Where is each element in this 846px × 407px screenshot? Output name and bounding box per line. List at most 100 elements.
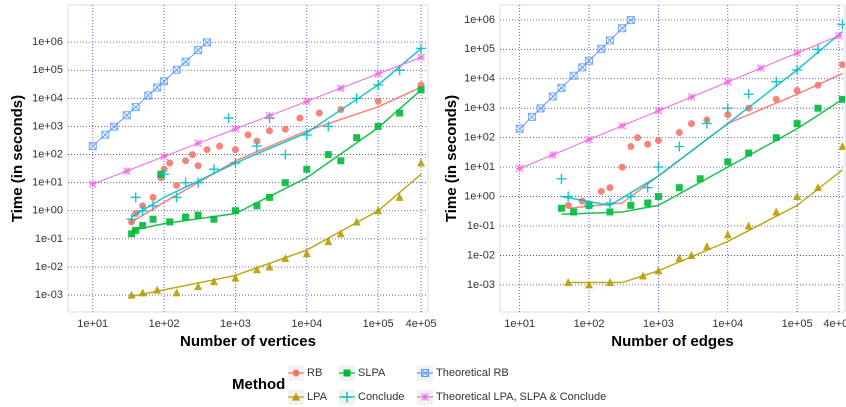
y-tick-label: 1e+03 <box>32 120 63 132</box>
point <box>627 201 635 209</box>
point <box>128 230 136 238</box>
point <box>653 162 664 173</box>
y-tick-label: 1e+02 <box>464 132 495 144</box>
point <box>153 83 162 92</box>
point <box>618 163 626 171</box>
x-tick-label: 4e+05 <box>823 318 846 330</box>
point <box>606 208 614 216</box>
point <box>618 24 627 33</box>
point <box>793 120 801 128</box>
point <box>696 175 704 183</box>
y-tick-label: 1e+03 <box>464 102 495 114</box>
point <box>569 71 578 80</box>
point <box>644 199 652 207</box>
point <box>88 180 97 188</box>
x-tick-label: 1e+05 <box>363 318 394 330</box>
point <box>122 167 131 175</box>
point <box>584 200 595 211</box>
y-axis-title: Time (in seconds) <box>443 95 460 222</box>
legend-label: Theoretical RB <box>436 367 509 379</box>
point <box>687 93 696 101</box>
point <box>604 198 615 209</box>
line <box>519 35 840 169</box>
point <box>194 162 202 170</box>
point <box>353 134 361 142</box>
point <box>194 139 203 148</box>
x-axis-title: Number of vertices <box>180 333 316 350</box>
point <box>814 81 822 89</box>
point <box>675 128 683 136</box>
point <box>654 193 662 201</box>
legend-label: RB <box>307 367 322 379</box>
point <box>216 142 224 150</box>
point <box>323 121 334 132</box>
point <box>110 122 119 131</box>
point <box>101 130 110 139</box>
point <box>374 97 382 105</box>
point <box>180 177 191 188</box>
point <box>231 146 239 154</box>
point <box>194 46 203 55</box>
x-tick-label: 4e+05 <box>406 318 437 330</box>
point <box>814 104 822 112</box>
point <box>644 140 652 148</box>
point <box>756 64 765 73</box>
point <box>137 205 148 216</box>
point <box>722 103 733 114</box>
point <box>597 187 605 195</box>
y-tick-label: 1e+05 <box>32 64 63 76</box>
point <box>792 64 803 75</box>
y-tick-label: 1e-03 <box>467 279 495 291</box>
point <box>626 16 635 25</box>
point <box>654 137 662 145</box>
series-layer <box>515 16 845 289</box>
legend-marker <box>292 392 300 401</box>
point <box>639 271 648 280</box>
point <box>172 288 181 297</box>
point <box>181 57 190 66</box>
point <box>642 182 653 193</box>
point <box>351 93 362 104</box>
point <box>585 135 593 144</box>
point <box>373 79 384 90</box>
point <box>654 266 663 275</box>
x-tick-label: 1e+04 <box>712 318 743 330</box>
point <box>122 111 131 120</box>
legend-label: SLPA <box>358 367 386 379</box>
point <box>194 282 203 291</box>
x-tick-label: 1e+02 <box>574 318 605 330</box>
point <box>194 211 202 219</box>
point <box>557 204 565 212</box>
point <box>315 109 323 117</box>
point <box>160 152 168 161</box>
point <box>149 215 157 223</box>
point <box>605 278 614 287</box>
y-tick-label: 1e+04 <box>32 92 63 104</box>
legend-label: LPA <box>307 391 328 403</box>
point <box>813 44 824 55</box>
x-tick-label: 1e+01 <box>77 318 108 330</box>
point <box>417 86 425 94</box>
point <box>416 43 427 54</box>
point <box>743 89 754 100</box>
point <box>675 184 683 192</box>
point <box>585 280 594 289</box>
point <box>88 142 97 151</box>
point <box>265 262 274 271</box>
point <box>171 192 182 203</box>
point <box>417 53 425 62</box>
point <box>160 77 169 86</box>
point <box>130 192 141 203</box>
point <box>394 65 405 76</box>
point <box>336 84 345 93</box>
point <box>182 213 190 221</box>
point <box>203 38 212 47</box>
point <box>745 149 753 157</box>
x-axis-title: Number of edges <box>611 333 734 350</box>
point <box>688 120 696 128</box>
y-tick-label: 1e-02 <box>35 261 63 273</box>
point <box>209 277 218 286</box>
y-tick-label: 1e-02 <box>467 249 495 261</box>
point <box>814 183 823 192</box>
legend-title: Method <box>232 376 285 393</box>
